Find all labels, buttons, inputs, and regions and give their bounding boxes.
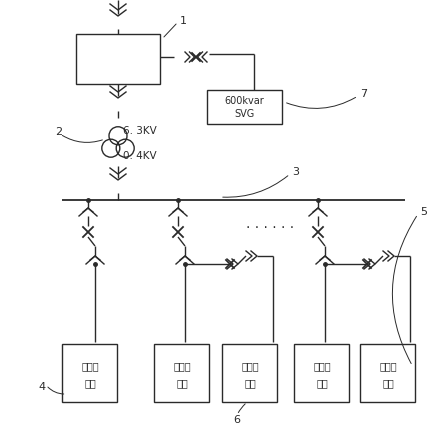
Text: 5: 5 bbox=[419, 207, 426, 217]
Text: 生炉: 生炉 bbox=[84, 378, 95, 389]
Bar bbox=[154, 344, 209, 402]
Bar bbox=[76, 34, 160, 84]
Text: 生炉: 生炉 bbox=[176, 378, 187, 389]
Bar bbox=[294, 344, 349, 402]
Text: · · · · · ·: · · · · · · bbox=[245, 221, 293, 235]
Text: 3: 3 bbox=[291, 167, 298, 177]
Text: 600kvar: 600kvar bbox=[224, 96, 264, 106]
Bar bbox=[62, 344, 117, 402]
Text: 2: 2 bbox=[55, 127, 62, 137]
Bar bbox=[360, 344, 414, 402]
Text: 波器: 波器 bbox=[381, 378, 393, 389]
Text: 7: 7 bbox=[359, 89, 366, 99]
Bar bbox=[207, 90, 281, 124]
Text: 0. 4KV: 0. 4KV bbox=[123, 151, 156, 161]
Text: 1: 1 bbox=[180, 16, 187, 26]
Text: 波器: 波器 bbox=[243, 378, 255, 389]
Text: SVG: SVG bbox=[234, 109, 254, 119]
Bar bbox=[222, 344, 277, 402]
Text: 4: 4 bbox=[38, 382, 45, 392]
Text: 6. 3KV: 6. 3KV bbox=[123, 126, 156, 136]
Text: 有源滤: 有源滤 bbox=[240, 361, 258, 371]
Text: 生炉: 生炉 bbox=[316, 378, 327, 389]
Text: 有源滤: 有源滤 bbox=[378, 361, 396, 371]
Text: 6: 6 bbox=[233, 415, 240, 425]
Text: 晶体长: 晶体长 bbox=[312, 361, 330, 371]
Text: 晶体长: 晶体长 bbox=[173, 361, 191, 371]
Text: 晶体长: 晶体长 bbox=[81, 361, 99, 371]
